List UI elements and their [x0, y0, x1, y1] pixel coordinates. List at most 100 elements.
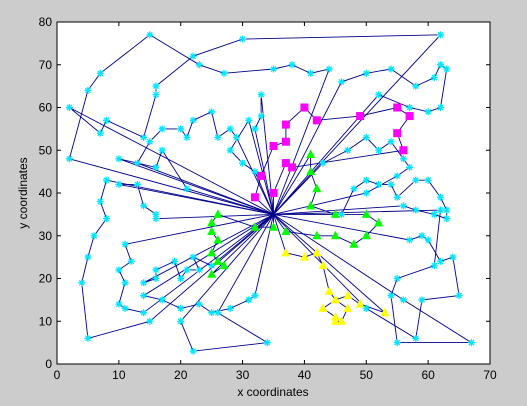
- route-11-star-point-1: [115, 180, 123, 188]
- route-1-star-point-5: [195, 61, 203, 69]
- route-2-star-point-5: [152, 91, 160, 99]
- y-tick-label: 40: [39, 186, 53, 200]
- route-21-triangle-point-8: [330, 311, 340, 321]
- route-15-star-point-3: [424, 236, 432, 244]
- route-5-star-point-3: [152, 163, 160, 171]
- route-20-triangle-point-4: [207, 217, 217, 227]
- route-2-star-point-8: [239, 35, 247, 43]
- y-tick-label: 10: [39, 314, 53, 328]
- route-18-square-point-3: [269, 141, 278, 150]
- route-10-star-point-6: [78, 279, 86, 287]
- route-13-star-point-7: [195, 266, 203, 274]
- x-tick-label: 0: [54, 368, 61, 382]
- route-18-square-point-14: [281, 159, 290, 168]
- route-18-square-point-10: [405, 112, 414, 121]
- route-1-star-point-3: [96, 69, 104, 77]
- route-14-star-point-5: [208, 309, 216, 317]
- route-8-star-point-6: [393, 193, 401, 201]
- x-axis-label: x coordinates: [237, 385, 308, 399]
- route-21-triangle-point-15: [380, 307, 390, 317]
- route-3-star-point-2: [362, 69, 370, 77]
- route-8-star-point-3: [362, 176, 370, 184]
- route-16-star-point-2: [430, 262, 438, 270]
- route-4-star-point-1: [133, 159, 141, 167]
- route-7-star-point-2: [257, 112, 265, 120]
- route-6-star-point-1: [245, 116, 253, 124]
- route-9-star-point-1: [319, 159, 327, 167]
- route-13-star-point-6: [183, 266, 191, 274]
- route-3-star-point-1: [338, 78, 346, 86]
- route-1-star-point-8: [288, 61, 296, 69]
- route-line-17: [180, 214, 274, 352]
- route-11-star-point-5: [152, 215, 160, 223]
- route-2-star-point-2: [96, 129, 104, 137]
- route-1-star-point-9: [307, 69, 315, 77]
- route-3-star-point-6: [437, 61, 445, 69]
- route-19-triangle-point-3: [312, 183, 322, 193]
- route-14-star-point-6: [226, 304, 234, 312]
- route-8-star-point-8: [424, 176, 432, 184]
- route-15-star-point-5: [449, 253, 457, 261]
- route-20-triangle-point-2: [250, 222, 260, 231]
- x-tick-label: 40: [298, 368, 312, 382]
- route-18-square-point-4: [281, 137, 290, 146]
- route-21-triangle-point-3: [312, 247, 322, 257]
- route-2-star-point-3: [102, 116, 110, 124]
- route-12-star-point-6: [121, 304, 129, 312]
- route-10-star-point-1: [102, 176, 110, 184]
- route-15-star-point-1: [406, 236, 414, 244]
- route-9-star-point-8: [393, 172, 401, 180]
- route-1-star-point-1: [65, 155, 73, 163]
- route-9-star-point-9: [362, 189, 370, 197]
- y-axis-label: y coordinates: [16, 157, 30, 228]
- route-10-star-point-5: [84, 253, 92, 261]
- route-18-square-point-13: [288, 163, 297, 172]
- route-15-star-point-9: [362, 304, 370, 312]
- route-9-star-point-3: [362, 133, 370, 141]
- route-9-star-point-2: [344, 146, 352, 154]
- route-11-star-point-3: [140, 202, 148, 210]
- route-18-square-point-8: [356, 112, 365, 121]
- route-17-star-point-2: [263, 339, 271, 347]
- route-16-star-point-6: [467, 339, 475, 347]
- route-14-star-point-2: [158, 296, 166, 304]
- route-17-star-point-1: [214, 309, 222, 317]
- axes: 0 10 20 30 40 50 60 70 0 10 20 30 40 50 60 70 80: [39, 15, 497, 382]
- y-tick-label: 60: [39, 101, 53, 115]
- route-8-star-point-1: [338, 210, 346, 218]
- route-20-triangle-point-10: [207, 269, 217, 278]
- route-18-square-point-2: [257, 171, 266, 180]
- route-20-triangle-point-6: [213, 235, 223, 244]
- route-21-triangle-point-1: [281, 247, 291, 257]
- route-14-star-point-7: [245, 296, 253, 304]
- route-8-star-point-9: [437, 193, 445, 201]
- route-15-star-point-6: [455, 292, 463, 300]
- route-13-star-point-5: [177, 275, 185, 282]
- route-19-triangle-point-1: [306, 149, 316, 159]
- route-14-star-point-3: [177, 304, 185, 312]
- route-5-star-point-4: [115, 155, 123, 163]
- route-21-triangle-point-4: [318, 260, 328, 270]
- y-tick-label: 30: [39, 229, 53, 243]
- route-3-star-point-9: [424, 108, 432, 116]
- route-20-triangle-point-1: [269, 222, 278, 231]
- route-19-triangle-point-10: [330, 230, 340, 240]
- x-tick-label: 10: [112, 368, 126, 382]
- y-tick-label: 80: [39, 15, 53, 29]
- route-3-star-point-4: [412, 82, 420, 90]
- route-8-star-point-13: [412, 206, 420, 214]
- route-6-star-point-2: [226, 146, 234, 154]
- route-18-square-point-15: [269, 189, 278, 197]
- route-10-star-point-3: [102, 215, 110, 223]
- route-line-1: [68, 34, 330, 215]
- route-21-triangle-point-7: [318, 303, 328, 312]
- route-8-star-point-7: [412, 176, 420, 184]
- route-6-star-point-3: [239, 159, 247, 167]
- route-8-star-point-5: [387, 180, 395, 188]
- route-12-star-point-4: [121, 279, 129, 287]
- route-21-triangle-point-9: [330, 316, 340, 325]
- route-12-star-point-5: [115, 300, 123, 308]
- route-19-triangle-point-2: [306, 166, 316, 176]
- route-6-star-point-4: [251, 168, 259, 176]
- route-19-triangle-point-8: [361, 230, 371, 240]
